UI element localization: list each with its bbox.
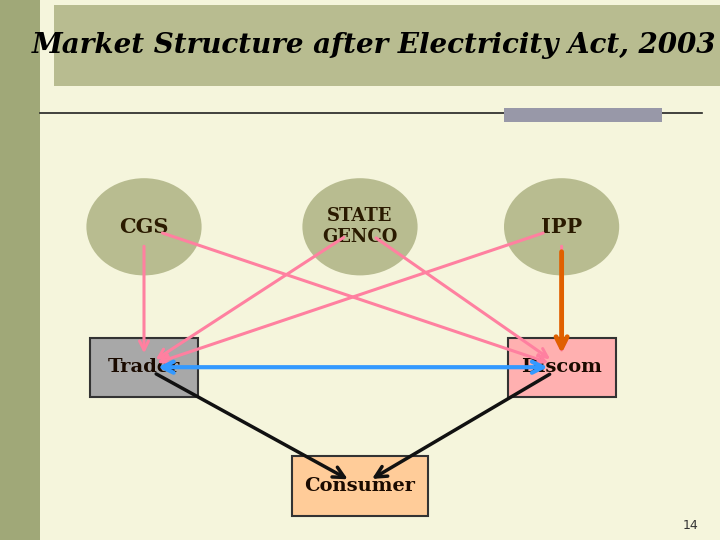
Text: Consumer: Consumer — [305, 477, 415, 495]
Bar — [0, 0, 40, 540]
Text: STATE
GENCO: STATE GENCO — [323, 207, 397, 246]
Text: 14: 14 — [683, 519, 698, 532]
Bar — [54, 5, 720, 86]
Ellipse shape — [86, 178, 202, 275]
Ellipse shape — [302, 178, 418, 275]
Text: IPP: IPP — [541, 217, 582, 237]
Text: Discom: Discom — [521, 358, 602, 376]
Bar — [504, 108, 662, 122]
Text: CGS: CGS — [120, 217, 168, 237]
FancyBboxPatch shape — [508, 338, 616, 397]
Text: Market Structure after Electricity Act, 2003: Market Structure after Electricity Act, … — [32, 32, 716, 59]
FancyBboxPatch shape — [90, 338, 198, 397]
Ellipse shape — [504, 178, 619, 275]
FancyBboxPatch shape — [292, 456, 428, 516]
Text: Trader: Trader — [108, 358, 180, 376]
